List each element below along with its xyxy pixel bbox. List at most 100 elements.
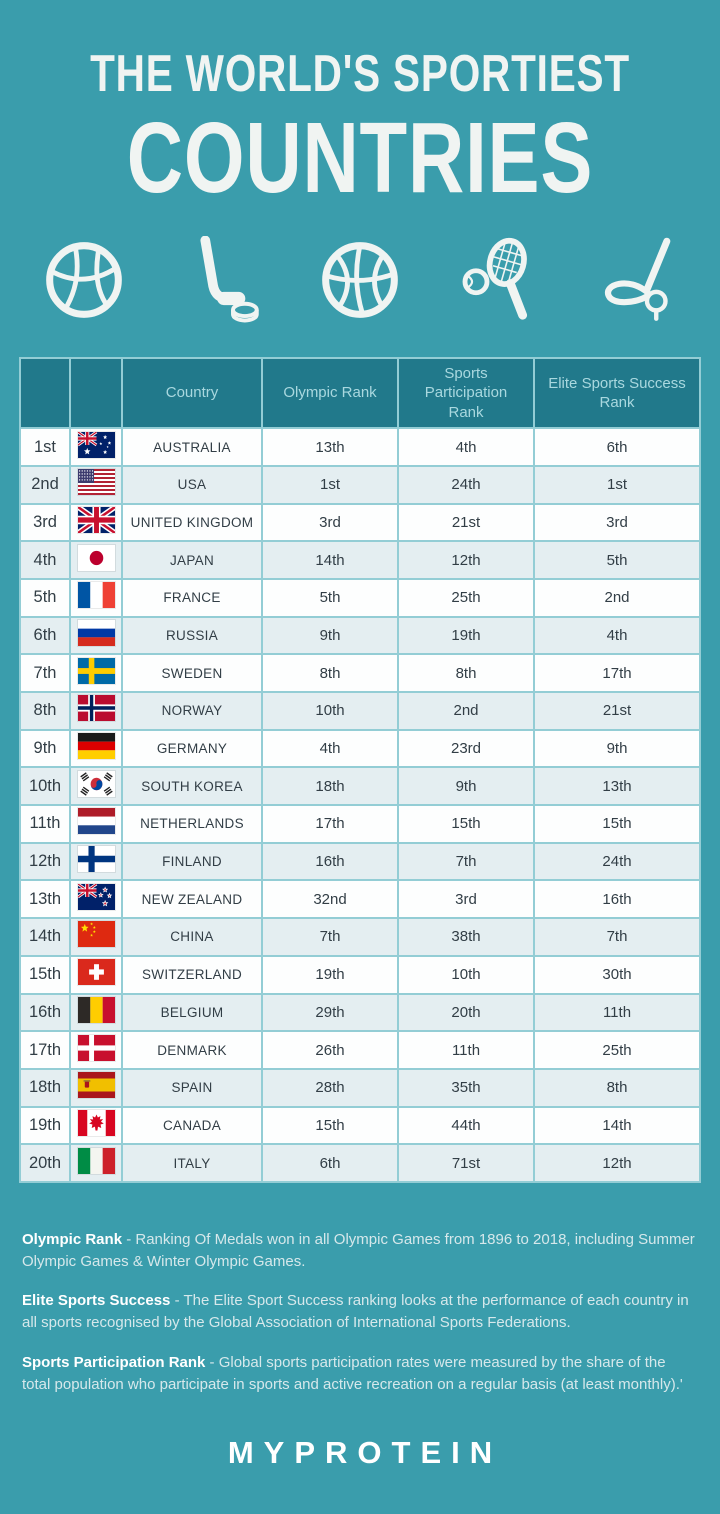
country-name: SWEDEN xyxy=(121,653,263,693)
overall-rank: 1st xyxy=(19,427,71,467)
overall-rank: 16th xyxy=(19,992,71,1033)
participation-rank: 25th xyxy=(397,577,535,618)
flag-nz-icon xyxy=(76,882,116,911)
header: THE WORLD'S SPORTIEST COUNTRIES xyxy=(0,0,720,209)
sport-icons xyxy=(0,233,720,327)
table-row: 12th FINLAND 16th 7th 24th xyxy=(19,841,701,882)
footnote-text: - Ranking Of Medals won in all Olympic G… xyxy=(22,1230,695,1270)
country-name: DENMARK xyxy=(121,1030,263,1070)
elite-rank: 1st xyxy=(533,464,701,505)
country-name: SWITZERLAND xyxy=(121,954,263,995)
elite-rank: 7th xyxy=(533,917,701,957)
olympic-rank: 17th xyxy=(261,804,399,844)
flag-ru-icon xyxy=(76,618,116,647)
flag-be-icon xyxy=(76,995,116,1024)
tennis-icon xyxy=(454,236,542,324)
olympic-rank: 9th xyxy=(261,615,399,656)
country-name: CANADA xyxy=(121,1105,263,1146)
table-row: 10th SOUTH KOREA 18th 9th 13th xyxy=(19,766,701,807)
flag-cell xyxy=(69,427,123,467)
elite-rank: 16th xyxy=(533,879,701,920)
brand-logo: MYPROTEIN xyxy=(227,1435,503,1471)
header-overall-rank xyxy=(19,357,71,430)
olympic-rank: 6th xyxy=(261,1143,399,1183)
country-name: FRANCE xyxy=(121,577,263,618)
country-table-body: 1st AUSTRALIA 13th 4th 6th 2nd USA 1st 24th 1st 3r… xyxy=(19,427,701,1183)
elite-rank: 14th xyxy=(533,1105,701,1146)
page-title-line1: THE WORLD'S SPORTIEST xyxy=(90,45,630,103)
table-row: 8th NORWAY 10th 2nd 21st xyxy=(19,691,701,731)
footnote-label: Sports Participation Rank xyxy=(22,1353,206,1371)
olympic-rank: 16th xyxy=(261,841,399,882)
header-elite-rank: Elite Sports Success Rank xyxy=(533,357,701,430)
participation-rank: 11th xyxy=(397,1030,535,1070)
participation-rank: 4th xyxy=(397,427,535,467)
table-row: 5th FRANCE 5th 25th 2nd xyxy=(19,577,701,618)
flag-cell xyxy=(69,1030,123,1070)
flag-it-icon xyxy=(76,1146,116,1175)
flag-cell xyxy=(69,841,123,882)
header-participation-rank: Sports Participation Rank xyxy=(397,357,535,430)
flag-es-icon xyxy=(76,1071,116,1100)
flag-cell xyxy=(69,464,123,505)
overall-rank: 2nd xyxy=(19,464,71,505)
participation-rank: 9th xyxy=(397,766,535,807)
overall-rank: 19th xyxy=(19,1105,71,1146)
olympic-rank: 29th xyxy=(261,992,399,1033)
table-row: 3rd UNITED KINGDOM 3rd 21st 3rd xyxy=(19,502,701,543)
country-name: ITALY xyxy=(121,1143,263,1183)
hockey-icon xyxy=(178,236,266,324)
table-row: 19th CANADA 15th 44th 14th xyxy=(19,1105,701,1146)
elite-rank: 25th xyxy=(533,1030,701,1070)
table-row: 9th GERMANY 4th 23rd 9th xyxy=(19,728,701,769)
participation-rank: 44th xyxy=(397,1105,535,1146)
overall-rank: 6th xyxy=(19,615,71,656)
flag-de-icon xyxy=(76,732,116,761)
flag-cell xyxy=(69,917,123,957)
country-name: UNITED KINGDOM xyxy=(121,502,263,543)
olympic-rank: 32nd xyxy=(261,879,399,920)
flag-cell xyxy=(69,540,123,580)
flag-us-icon xyxy=(76,468,116,497)
participation-rank: 21st xyxy=(397,502,535,543)
elite-rank: 2nd xyxy=(533,577,701,618)
participation-rank: 19th xyxy=(397,615,535,656)
overall-rank: 13th xyxy=(19,879,71,920)
olympic-rank: 7th xyxy=(261,917,399,957)
elite-rank: 30th xyxy=(533,954,701,995)
country-name: GERMANY xyxy=(121,728,263,769)
olympic-rank: 18th xyxy=(261,766,399,807)
country-name: SPAIN xyxy=(121,1067,263,1108)
participation-rank: 15th xyxy=(397,804,535,844)
country-ranking-table: Country Olympic Rank Sports Participatio… xyxy=(19,357,701,1183)
country-name: AUSTRALIA xyxy=(121,427,263,467)
golf-icon xyxy=(592,236,680,324)
flag-cell xyxy=(69,691,123,731)
table-row: 15th SWITZERLAND 19th 10th 30th xyxy=(19,954,701,995)
overall-rank: 15th xyxy=(19,954,71,995)
olympic-rank: 4th xyxy=(261,728,399,769)
table-row: 17th DENMARK 26th 11th 25th xyxy=(19,1030,701,1070)
olympic-rank: 19th xyxy=(261,954,399,995)
header-olympic-rank: Olympic Rank xyxy=(261,357,399,430)
table-row: 11th NETHERLANDS 17th 15th 15th xyxy=(19,804,701,844)
table-row: 14th CHINA 7th 38th 7th xyxy=(19,917,701,957)
overall-rank: 7th xyxy=(19,653,71,693)
elite-rank: 6th xyxy=(533,427,701,467)
flag-ca-icon xyxy=(76,1108,116,1137)
table-row: 2nd USA 1st 24th 1st xyxy=(19,464,701,505)
elite-rank: 9th xyxy=(533,728,701,769)
elite-rank: 24th xyxy=(533,841,701,882)
table-header-row: Country Olympic Rank Sports Participatio… xyxy=(19,357,701,430)
flag-dk-icon xyxy=(76,1033,116,1062)
flag-kr-icon xyxy=(76,769,116,798)
flag-cn-icon xyxy=(76,920,116,949)
flag-se-icon xyxy=(76,656,116,685)
flag-cell xyxy=(69,502,123,543)
participation-rank: 12th xyxy=(397,540,535,580)
flag-au-icon xyxy=(76,430,116,459)
overall-rank: 4th xyxy=(19,540,71,580)
participation-rank: 20th xyxy=(397,992,535,1033)
flag-fr-icon xyxy=(76,581,116,610)
